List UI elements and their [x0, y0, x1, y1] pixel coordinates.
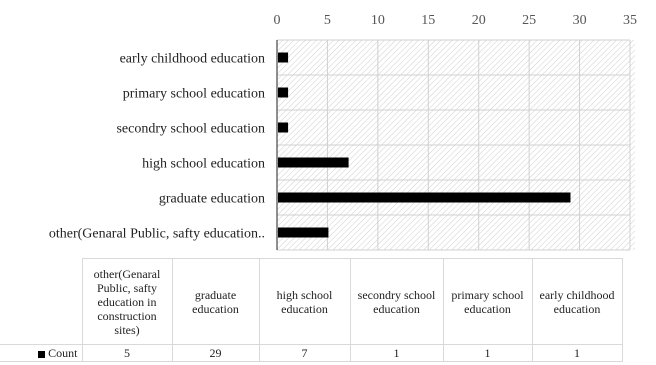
gridlines [277, 39, 631, 251]
bar [278, 87, 289, 98]
category-label: secondry school education [116, 122, 265, 137]
bars [278, 52, 571, 238]
x-tick-label: 30 [573, 13, 587, 28]
x-tick-label: 25 [522, 13, 536, 28]
category-labels: other(Genaral Public, safty education.. g… [49, 52, 265, 242]
category-label: graduate education [159, 192, 265, 207]
table-value-cell: 29 [171, 344, 260, 362]
table-corner [0, 259, 82, 345]
data-table: other(Genaral Public, safty education in… [0, 258, 623, 362]
category-label: other(Genaral Public, safty education.. [49, 227, 265, 242]
series-label-cell: Count [0, 344, 83, 362]
category-label: primary school education [123, 87, 265, 102]
category-label: early childhood education [120, 52, 265, 67]
x-axis-ticks: 0 5 10 15 20 25 30 35 [274, 13, 638, 28]
table-value-cell: 7 [258, 344, 351, 362]
table-header-cell: high school education [258, 258, 351, 345]
bar [278, 157, 349, 168]
table-value-cell: 1 [442, 344, 533, 362]
bar [278, 192, 571, 203]
category-label: high school education [142, 157, 265, 172]
bar-chart: 0 5 10 15 20 25 30 35 other(Genaral Public, saf… [49, 13, 638, 251]
bar [278, 52, 289, 63]
table-value-cell: 1 [349, 344, 444, 362]
series-label: Count [48, 346, 78, 360]
table-header-cell: primary school education [442, 258, 533, 345]
x-tick-label: 10 [371, 13, 385, 28]
x-tick-label: 35 [623, 13, 637, 28]
table-header-cell: early childhood education [531, 258, 623, 345]
bar [278, 122, 289, 133]
x-tick-label: 5 [324, 13, 331, 28]
x-tick-label: 15 [421, 13, 435, 28]
legend-key-icon [38, 350, 46, 358]
x-tick-label: 20 [472, 13, 486, 28]
table-header-cell: other(Genaral Public, safty education in… [81, 258, 173, 345]
table-header-cell: graduate education [171, 258, 260, 345]
x-tick-label: 0 [274, 13, 281, 28]
table-value-cell: 5 [81, 344, 173, 362]
table-value-cell: 1 [531, 344, 623, 362]
bar [278, 227, 329, 238]
table-header-cell: secondry school education [349, 258, 444, 345]
